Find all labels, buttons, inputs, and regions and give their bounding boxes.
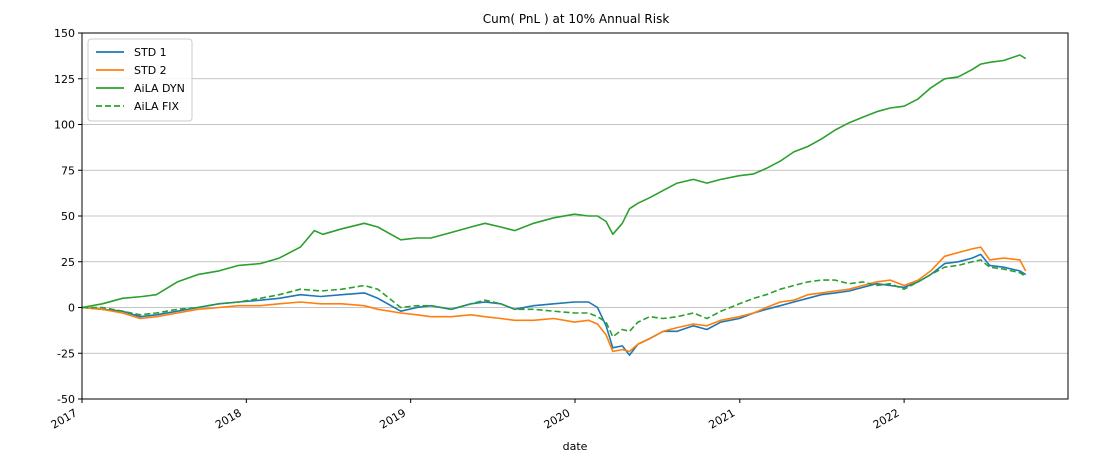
legend-entry-label: STD 2 (134, 64, 167, 77)
y-tick-label: 100 (54, 119, 75, 132)
x-tick-label: 2018 (213, 406, 244, 431)
x-tick-label: 2021 (707, 406, 738, 431)
y-tick-label: 125 (54, 73, 75, 86)
y-tick-label: 0 (68, 302, 75, 315)
series-line-2 (81, 246, 1027, 353)
y-axis: -50 -25 0 25 50 75 100 125 150 (54, 27, 82, 406)
chart-title: Cum( PnL ) at 10% Annual Risk (483, 12, 670, 26)
legend-entry-label: AiLA FIX (134, 100, 180, 113)
legend: STD 1 STD 2 AiLA DYN AiLA FIX (87, 38, 193, 122)
x-tick-label: 2020 (542, 406, 573, 431)
x-tick-label: 2022 (871, 406, 902, 431)
legend-entry-label: STD 1 (134, 46, 167, 59)
y-tick-label: 25 (61, 256, 75, 269)
x-tick-label: 2019 (377, 406, 408, 431)
x-axis: 2017 2018 2019 2020 2021 2022 (49, 399, 905, 432)
x-axis-label: date (563, 440, 588, 453)
y-tick-label: -50 (57, 393, 75, 406)
series-line-3 (81, 54, 1027, 309)
y-tick-label: 50 (61, 210, 75, 223)
legend-box (87, 38, 193, 122)
series-lines (81, 54, 1027, 356)
y-tick-label: 75 (61, 164, 75, 177)
series-line-4 (82, 259, 1027, 338)
y-tick-label: -25 (57, 347, 75, 360)
y-tick-label: 150 (54, 27, 75, 40)
legend-entry-label: AiLA DYN (134, 82, 185, 95)
x-tick-label: 2017 (49, 406, 80, 431)
gridlines (82, 32, 1068, 400)
